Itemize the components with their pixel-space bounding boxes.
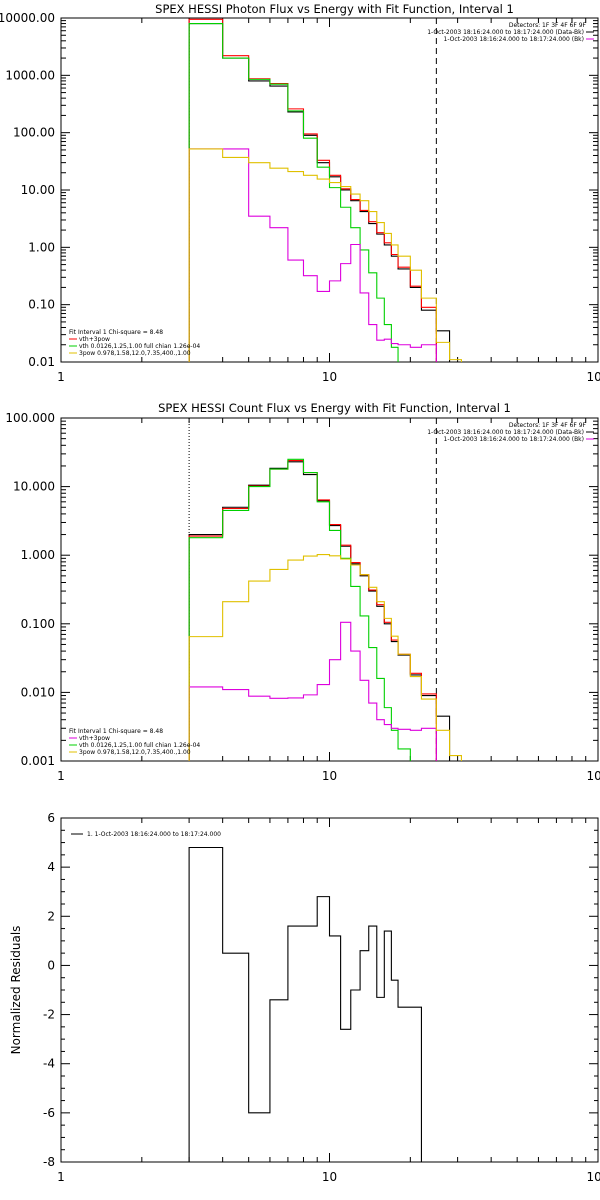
x-tick-label: 10 [322,1170,337,1184]
legend-bottom: Fit Interval 1 Chi-square = 8.48vth+3pow… [69,728,200,756]
chart-1: SPEX HESSI Photon Flux vs Energy with Fi… [0,2,600,384]
series-4-line [188,148,437,362]
legend-label: 3pow 0.978,1.58,12.0,7.35,400.,1.00 [79,350,191,357]
y-tick-label: 100.00 [13,126,55,140]
plot-frame [60,417,599,762]
legend-label: vth+3pow [79,336,110,343]
series-1-line [188,846,422,1162]
y-axis: -8 -6 -4 -2 0 2 4 6 [43,811,598,1169]
y-axis-label: Normalized Residuals [9,926,23,1055]
x-tick-label: 100 [587,1170,600,1184]
series-1-line [188,23,451,362]
chart-3: 1 10 100 -8 -6 -4 -2 0 2 4 6 Normalized Residuals 1.… [9,811,600,1184]
series-4-line [188,621,437,761]
legend-top: 1. 1-Oct-2003 18:16:24.000 to 18:17:24.0… [71,831,221,838]
reference-lines [188,18,437,362]
legend-detectors: Detectors: 1F 3F 4F 6F 9F [509,422,587,429]
y-tick-label: 10.000 [13,480,55,494]
series-3-line [188,23,399,362]
y-tick-label: 0.010 [21,685,55,699]
y-tick-label: -6 [43,1106,55,1120]
plot-frame [60,817,599,1163]
legend-heading: Fit Interval 1 Chi-square = 8.48 [69,728,163,735]
x-tick-label: 1 [57,769,65,783]
y-tick-label: 4 [47,860,55,874]
legend-bottom: Fit Interval 1 Chi-square = 8.48vth+3pow… [69,329,200,357]
y-tick-label: 1.00 [28,240,55,254]
plot-frame [60,17,599,363]
legend-label: 1-Oct-2003 18:16:24.000 to 18:17:24.000 … [427,429,584,436]
x-axis: 1 10 100 [57,418,600,783]
series-group [188,846,422,1162]
y-tick-label: 10.00 [21,183,55,197]
legend-heading: Fit Interval 1 Chi-square = 8.48 [69,329,163,336]
y-tick-label: 10000.00 [0,11,55,25]
y-tick-label: -2 [43,1008,55,1022]
legend-label: vth+3pow [79,735,110,742]
y-tick-label: 100.000 [5,411,55,425]
legend-label: vth 0.0126,1.25,1.00 full chian 1.26e-04 [79,742,200,749]
reference-lines [188,418,437,761]
y-tick-label: -8 [43,1155,55,1169]
legend-label: 3pow 0.978,1.58,12.0,7.35,400.,1.00 [79,749,191,756]
legend-top: Detectors: 1F 3F 4F 6F 9F1-Oct-2003 18:1… [427,422,594,443]
legend-label: 1-Oct-2003 18:16:24.000 to 18:17:24.000 … [444,436,585,443]
y-tick-label: 0.01 [28,355,55,369]
legend-label: 1-Oct-2003 18:16:24.000 to 18:17:24.000 … [444,36,585,43]
chart-title: SPEX HESSI Count Flux vs Energy with Fit… [158,401,511,415]
y-tick-label: 1.000 [21,548,55,562]
x-tick-label: 10 [322,370,337,384]
chart-title: SPEX HESSI Photon Flux vs Energy with Fi… [155,2,514,16]
x-tick-label: 1 [57,370,65,384]
legend-detectors: Detectors: 1F 3F 4F 6F 9F [509,22,587,29]
y-tick-label: -4 [43,1057,55,1071]
x-tick-label: 100 [587,769,600,783]
x-tick-label: 100 [587,370,600,384]
y-axis: 0.01 0.10 1.00 10.00 100.00 1000.00 10000.00 [0,11,598,369]
legend-label: 1. 1-Oct-2003 18:16:24.000 to 18:17:24.0… [87,831,221,838]
series-group [188,18,462,362]
series-1-line [188,461,451,761]
series-group [188,458,462,761]
y-tick-label: 1000.00 [5,68,55,82]
y-tick-label: 0.10 [28,298,55,312]
legend-top: Detectors: 1F 3F 4F 6F 9F1-Oct-2003 18:1… [427,22,594,43]
y-axis: 0.001 0.010 0.100 1.000 10.000 100.000 [5,411,598,768]
x-tick-label: 1 [57,1170,65,1184]
y-tick-label: 0.001 [21,754,55,768]
x-tick-label: 10 [322,769,337,783]
x-axis: 1 10 100 [57,818,600,1184]
y-tick-label: 0 [47,958,55,972]
series-2-line [188,459,437,761]
y-tick-label: 6 [47,811,55,825]
chart-2: SPEX HESSI Count Flux vs Energy with Fit… [5,401,600,783]
series-5-line [188,554,462,761]
series-3-line [188,458,411,761]
y-tick-label: 0.100 [21,617,55,631]
legend-label: 1-Oct-2003 18:16:24.000 to 18:17:24.000 … [427,29,584,36]
series-5-line [188,148,462,362]
legend-label: vth 0.0126,1.25,1.00 full chian 1.26e-04 [79,343,200,350]
y-tick-label: 2 [47,909,55,923]
series-2-line [188,18,437,362]
